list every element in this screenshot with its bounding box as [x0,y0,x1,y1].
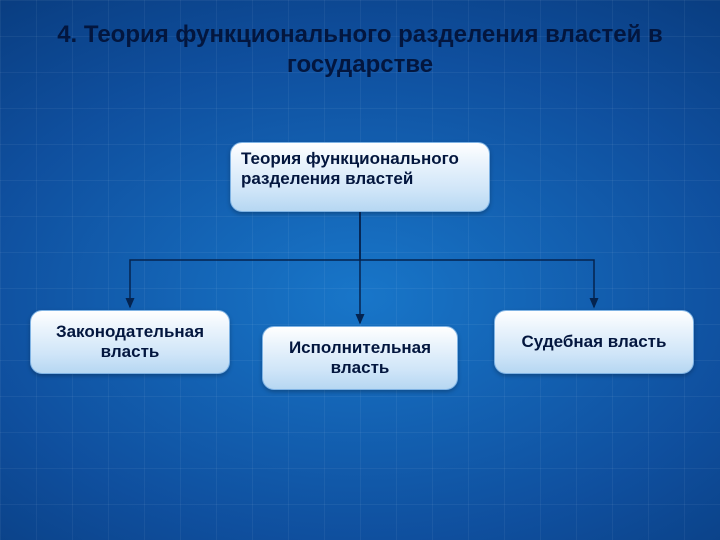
slide: 4. Теория функционального разделения вла… [0,0,720,540]
node-child1: Законодательная власть [30,310,230,374]
node-root-label: Теория функционального разделения власте… [241,149,479,189]
node-child3-label: Судебная власть [522,332,667,352]
node-child2-label: Исполнительная власть [273,338,447,378]
slide-title: 4. Теория функционального разделения вла… [40,20,680,80]
node-root: Теория функционального разделения власте… [230,142,490,212]
edge-root-child3 [360,212,594,307]
node-child1-label: Законодательная власть [41,322,219,362]
connectors [0,0,720,540]
node-child2: Исполнительная власть [262,326,458,390]
background-grid [0,0,720,540]
edge-root-child1 [130,212,360,307]
node-child3: Судебная власть [494,310,694,374]
